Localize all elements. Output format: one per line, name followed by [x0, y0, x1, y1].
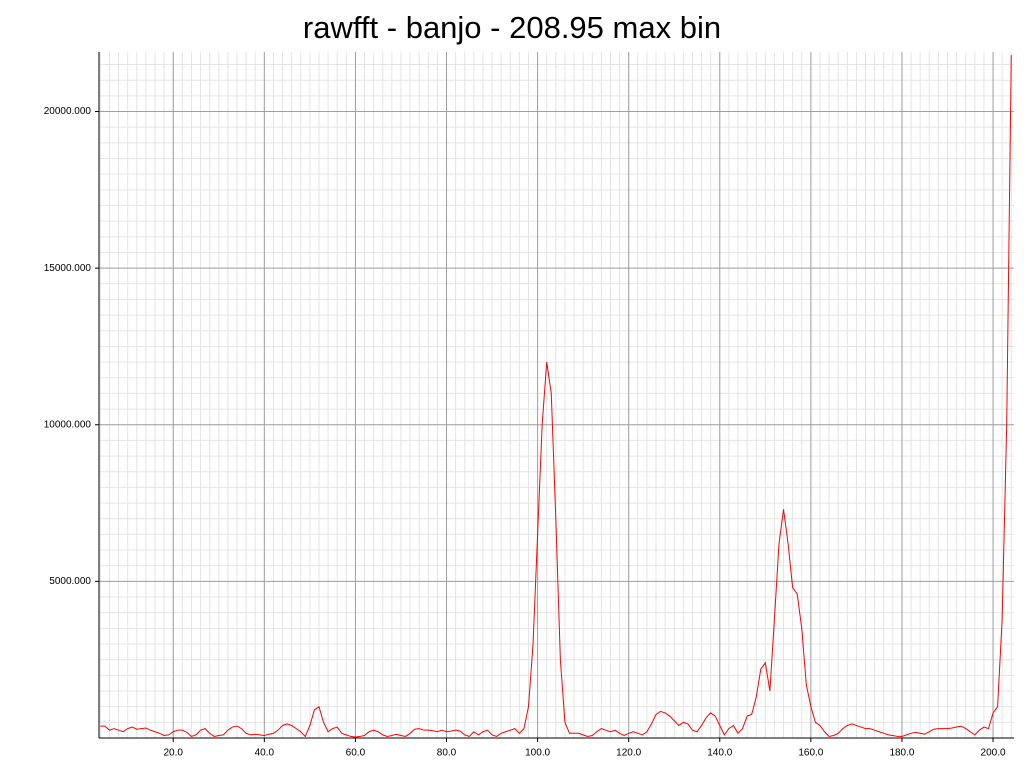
x-tick-label: 100.0: [525, 748, 550, 759]
x-tick-label: 40.0: [255, 748, 275, 759]
x-tick-label: 20.0: [164, 748, 184, 759]
x-tick-label: 120.0: [616, 748, 641, 759]
y-tick-label: 10000.000: [44, 419, 92, 430]
x-tick-label: 60.0: [346, 748, 366, 759]
y-tick-label: 5000.000: [49, 576, 91, 587]
data-line: [100, 55, 1012, 738]
x-tick-label: 140.0: [707, 748, 732, 759]
x-tick-label: 180.0: [889, 748, 914, 759]
chart-title: rawfft - banjo - 208.95 max bin: [303, 10, 721, 45]
x-tick-label: 80.0: [437, 748, 457, 759]
x-tick-label: 200.0: [981, 748, 1006, 759]
y-tick-label: 20000.000: [44, 106, 92, 117]
y-tick-label: 15000.000: [44, 263, 92, 274]
x-tick-label: 160.0: [798, 748, 823, 759]
